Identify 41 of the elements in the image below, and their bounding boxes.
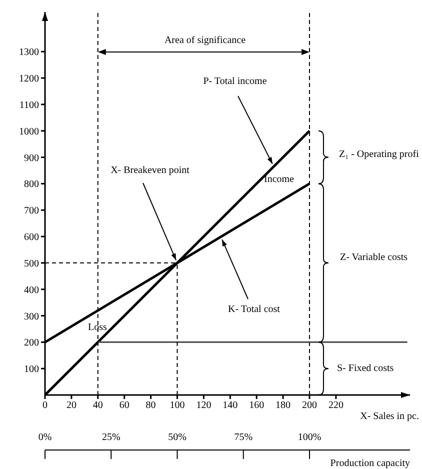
annotation: Income (264, 174, 295, 185)
x2-axis-title: Production capacity (330, 458, 410, 469)
y-tick-label: 1200 (19, 74, 39, 85)
x2-tick-label: 50% (168, 432, 186, 443)
x-tick-label: 80 (146, 400, 156, 412)
annotation: Z- Variable costs (340, 252, 408, 263)
y-tick-label: 200 (24, 338, 39, 349)
annotation: Loss (88, 322, 107, 333)
annotation: P- Total income (203, 76, 268, 87)
annotation: Z₁ - Operating profi (339, 149, 420, 160)
y-tick-label: 300 (24, 311, 39, 322)
annotation: Area of significance (164, 35, 246, 46)
y-tick-label: 400 (24, 284, 39, 296)
y-tick-label: 600 (24, 232, 39, 244)
x-tick-label: 180 (276, 400, 291, 412)
x2-tick-label: 0% (38, 432, 52, 443)
y-tick-label: 1100 (19, 100, 39, 111)
x-tick-label: 20 (66, 400, 76, 412)
x2-tick-label: 25% (102, 432, 120, 443)
annotation: X- Breakeven point (110, 165, 190, 176)
x-tick-label: 140 (222, 400, 238, 412)
x-tick-label: 100 (170, 400, 185, 412)
x-tick-label: 120 (196, 400, 212, 412)
y-tick-label: 800 (24, 179, 39, 190)
x-axis-title: X- Sales in pc. (360, 411, 419, 422)
y-tick-label: 500 (24, 258, 39, 270)
annotation: S- Fixed costs (337, 363, 394, 374)
y-tick-label: 1300 (19, 47, 39, 58)
y-tick-label: 100 (24, 364, 39, 376)
x-tick-label: 0 (42, 400, 48, 412)
y-tick-label: 700 (24, 206, 39, 217)
x-tick-label: 40 (92, 400, 103, 412)
x-tick-label: 160 (249, 400, 264, 412)
y-tick-label: 900 (24, 152, 39, 164)
y-tick-label: 1000 (19, 126, 39, 138)
x2-tick-label: 100% (298, 432, 322, 443)
x-tick-label: 60 (119, 400, 130, 412)
x2-tick-label: 75% (234, 432, 253, 443)
x-tick-label: 200 (302, 400, 317, 412)
x-tick-label: 220 (328, 400, 344, 412)
annotation: K- Total cost (228, 304, 280, 315)
